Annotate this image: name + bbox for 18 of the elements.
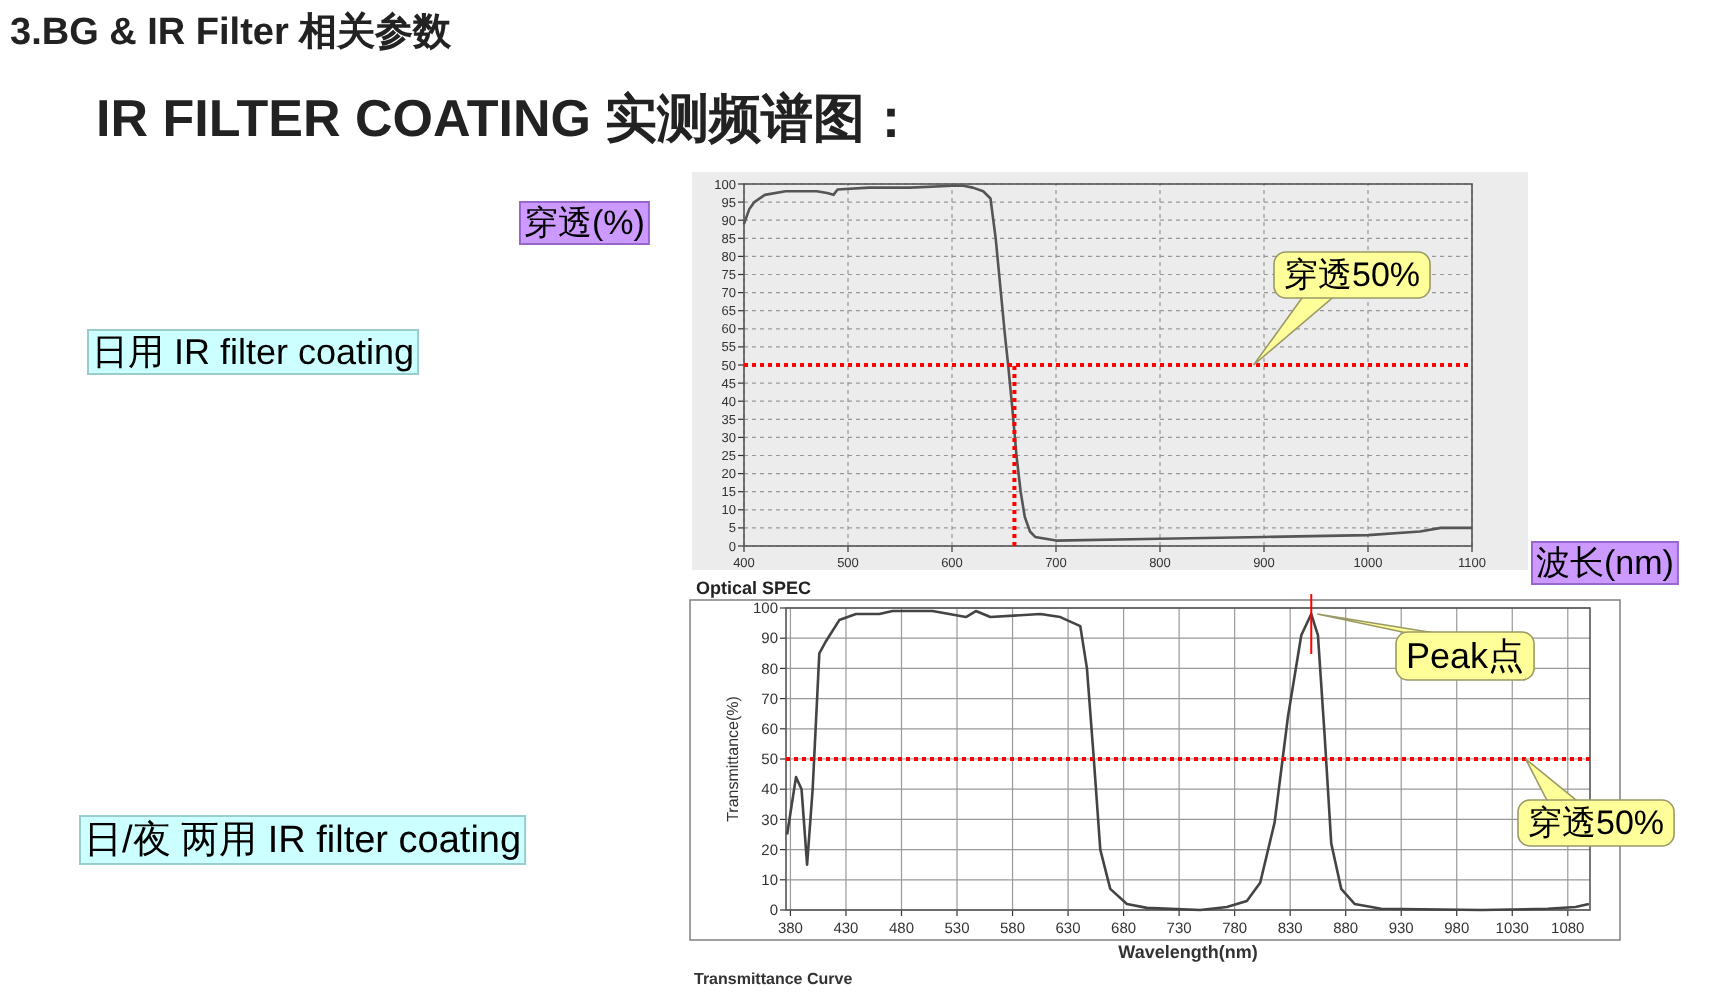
x-axis-title: Wavelength(nm)	[1118, 942, 1258, 962]
callout: Peak点	[1316, 613, 1535, 681]
line-series	[742, 184, 1474, 542]
text: 日/夜 两用 IR filter coating	[84, 818, 522, 862]
callout: 穿透50%	[1252, 251, 1431, 366]
text: 日用 IR filter coating	[92, 332, 415, 372]
ref-line-label: 穿透50%	[1284, 256, 1421, 294]
y-axis-title: 穿透(%)	[524, 204, 645, 242]
line-series	[785, 609, 1591, 912]
chart-title: Optical SPEC	[696, 578, 813, 598]
x-axis-title: 波长(nm)	[1536, 544, 1674, 582]
chart-title: IR FILTER COATING 实测频谱图：	[96, 88, 918, 148]
callout: 穿透50%	[1517, 758, 1675, 847]
text: 3.BG & IR Filter 相关参数	[10, 10, 454, 54]
y-axis-title: Transmittance(%)	[724, 695, 742, 822]
annotation: Peak点	[1406, 636, 1525, 676]
ref-line-label: 穿透50%	[1528, 804, 1665, 842]
text: Transmittance Curve	[694, 970, 854, 988]
